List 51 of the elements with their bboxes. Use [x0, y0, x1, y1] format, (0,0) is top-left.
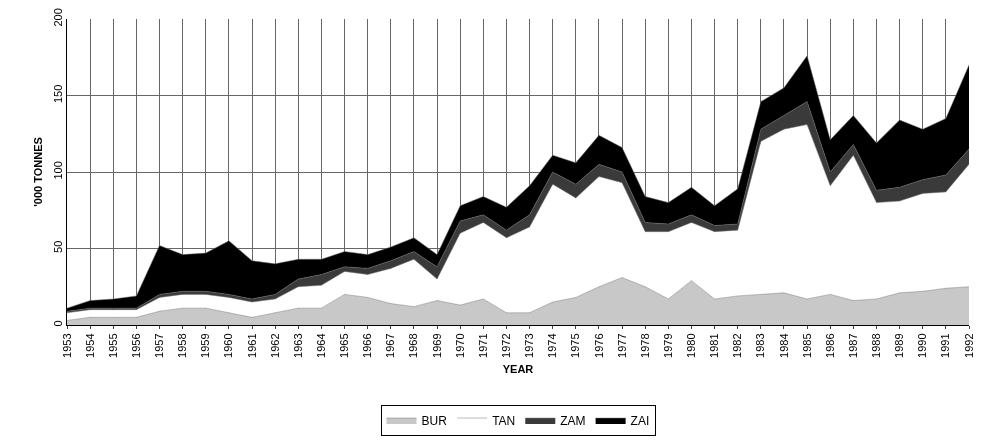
x-tick-label: 1992 — [962, 333, 975, 358]
x-tick-label: 1960 — [222, 333, 235, 358]
x-tick-label: 1978 — [638, 333, 651, 358]
x-tick-label: 1977 — [615, 333, 628, 358]
x-tick-label: 1962 — [268, 333, 281, 358]
y-tick-label: 100 — [51, 161, 64, 180]
x-tick-label: 1983 — [754, 333, 767, 358]
x-axis-title: YEAR — [502, 363, 534, 376]
x-tick-label: 1971 — [476, 333, 489, 358]
x-tick-label: 1989 — [893, 333, 906, 358]
x-tick-label: 1961 — [245, 333, 258, 358]
x-tick-label: 1958 — [176, 333, 189, 358]
x-tick-label: 1974 — [546, 333, 559, 358]
x-tick-label: 1956 — [129, 333, 142, 358]
x-tick-label: 1975 — [569, 333, 582, 358]
x-tick-label: 1981 — [708, 333, 721, 358]
x-tick-label: 1986 — [823, 333, 836, 358]
y-tick-label: 0 — [51, 320, 64, 327]
x-tick-label: 1985 — [800, 333, 813, 358]
x-tick-label: 1973 — [523, 333, 536, 358]
x-tick-label: 1970 — [453, 333, 466, 358]
x-tick-label: 1976 — [592, 333, 605, 358]
x-tick-label: 1984 — [777, 333, 790, 358]
x-tick-label: 1959 — [199, 333, 212, 358]
x-tick-label: 1980 — [685, 333, 698, 358]
x-tick-label: 1972 — [500, 333, 513, 358]
x-tick-label: 1990 — [916, 333, 929, 358]
legend-label: BUR — [421, 413, 448, 428]
x-tick-label: 1987 — [846, 333, 859, 358]
x-tick-label: 1968 — [407, 333, 420, 358]
x-tick-label: 1966 — [361, 333, 374, 358]
legend-label: ZAI — [630, 413, 650, 428]
x-tick-label: 1967 — [384, 333, 397, 358]
x-tick-label: 1991 — [939, 333, 952, 358]
x-tick-label: 1982 — [731, 333, 744, 358]
x-tick-label: 1964 — [314, 333, 327, 358]
x-tick-label: 1969 — [430, 333, 443, 358]
y-tick-label: 200 — [51, 8, 64, 27]
x-tick-label: 1953 — [60, 333, 73, 358]
y-tick-label: 150 — [51, 84, 64, 104]
x-tick-label: 1957 — [153, 333, 166, 358]
y-tick-label: 50 — [51, 240, 64, 253]
x-tick-label: 1979 — [661, 333, 674, 358]
y-axis-title: '000 TONNES — [32, 137, 45, 207]
x-tick-label: 1963 — [291, 333, 304, 358]
legend-label: ZAM — [560, 413, 586, 428]
legend-label: TAN — [492, 413, 516, 428]
x-tick-label: 1954 — [83, 333, 96, 358]
x-tick-label: 1955 — [106, 333, 119, 358]
x-tick-label: 1988 — [870, 333, 883, 358]
x-tick-label: 1965 — [338, 333, 351, 358]
